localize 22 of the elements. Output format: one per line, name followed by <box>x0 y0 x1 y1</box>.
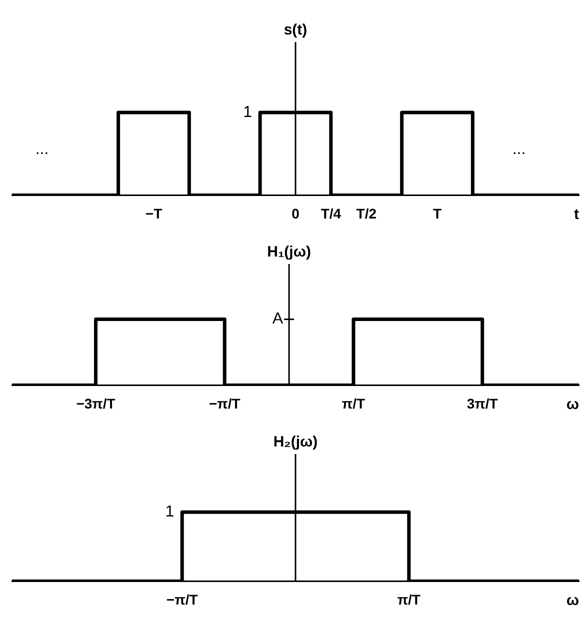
annotation: 1 <box>165 504 174 521</box>
annotation: ... <box>512 141 526 158</box>
y-axis-title: H₁(jω) <box>267 244 311 261</box>
x-tick-label: T <box>432 205 442 222</box>
annotation: A <box>272 310 284 328</box>
x-axis-title: ω <box>566 396 580 413</box>
y-axis-title: s(t) <box>284 22 308 39</box>
x-tick-label: −T <box>145 205 163 222</box>
annotation: ... <box>35 141 49 158</box>
y-axis-title: H₂(jω) <box>273 434 318 451</box>
x-tick-label: −3π/T <box>76 395 116 412</box>
x-tick-label: T/4 <box>320 205 342 222</box>
x-tick-label: −π/T <box>166 591 198 608</box>
x-tick-label: π/T <box>342 395 366 412</box>
x-tick-label: π/T <box>397 591 421 608</box>
x-axis-title: ω <box>566 592 580 609</box>
annotation: 1 <box>243 104 252 121</box>
x-tick-label: T/2 <box>356 205 377 222</box>
x-tick-label: 3π/T <box>466 395 498 412</box>
x-tick-label: 0 <box>292 205 300 222</box>
x-axis-title: t <box>574 206 579 223</box>
x-tick-label: −π/T <box>208 395 241 412</box>
